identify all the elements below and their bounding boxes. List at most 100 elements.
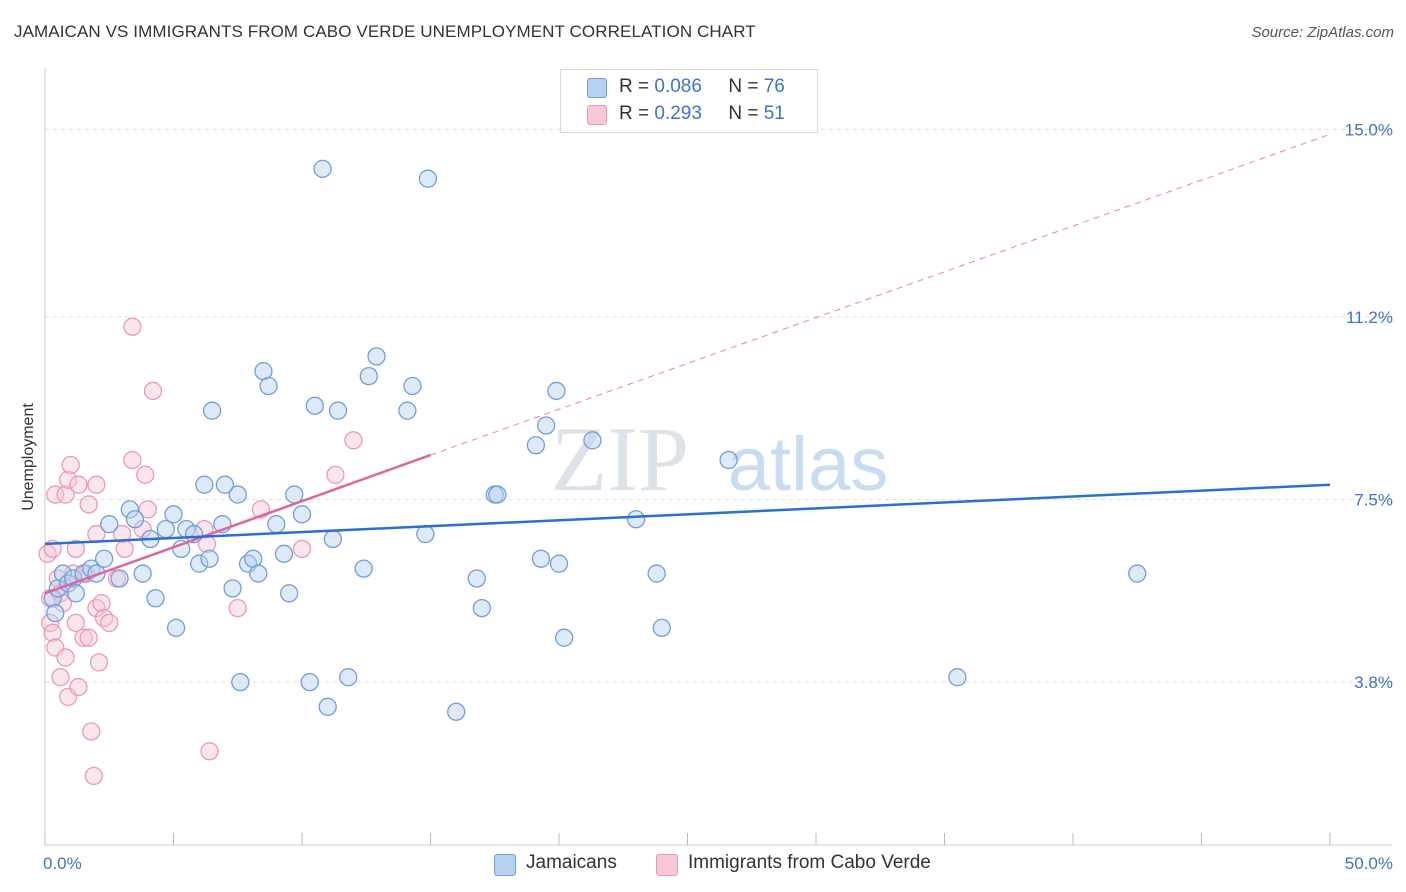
jamaican-point — [146, 589, 165, 608]
cabo-verde-point — [66, 539, 85, 559]
cabo-verde-point — [143, 381, 163, 401]
cabo-verde-trend-line — [44, 453, 431, 595]
cabo-verde-point — [51, 668, 70, 687]
cabo-verde-point — [82, 722, 101, 741]
source-credit: Source: ZipAtlas.com — [1251, 24, 1394, 41]
jamaican-point — [215, 475, 235, 494]
cabo-verde-point — [112, 524, 132, 544]
jamaican-point — [418, 169, 438, 188]
n-value: 51 — [763, 103, 785, 124]
jamaican-point — [231, 672, 250, 692]
cabo-verde-point — [123, 450, 142, 470]
jamaican-point — [948, 668, 967, 687]
cabo-verde-point — [133, 519, 152, 539]
jamaican-point — [274, 544, 294, 563]
n-label: N = — [728, 103, 759, 124]
cabo-verde-point — [69, 475, 88, 494]
jamaican-point — [166, 618, 186, 637]
jamaican-point — [190, 554, 209, 573]
cabo-verde-point — [61, 455, 80, 475]
y-tick-label: 3.8% — [1354, 673, 1393, 692]
jamaican-point — [267, 515, 286, 534]
cabo-verde-point — [89, 653, 109, 672]
watermark-atlas: atlas — [728, 422, 889, 507]
jamaican-point — [259, 376, 278, 396]
y-tick-label: 15.0% — [1345, 120, 1393, 139]
jamaican-point — [354, 559, 373, 578]
jamaicans-swatch — [587, 78, 607, 98]
jamaican-point — [110, 569, 129, 588]
jamaican-point — [120, 500, 139, 519]
cabo-verde-point — [136, 465, 155, 484]
cabo-verde-point — [79, 495, 98, 514]
jamaican-point — [202, 401, 222, 420]
jamaican-point — [125, 510, 145, 529]
jamaican-point — [172, 539, 191, 559]
n-value: 76 — [763, 76, 785, 97]
cabo-verde-point — [100, 613, 119, 633]
y-axis-title: Unemployment — [20, 403, 37, 511]
jamaican-point — [359, 366, 378, 386]
jamaican-point — [549, 554, 569, 573]
cabo-verde-point — [38, 544, 57, 563]
x-tick-label: 50.0% — [1345, 854, 1393, 873]
jamaican-point — [292, 505, 312, 524]
cabo-verde-swatch — [656, 854, 678, 876]
stats-legend: R = 0.086 N = 76 R = 0.293 N = 51 — [560, 69, 818, 133]
jamaican-point — [652, 618, 671, 637]
jamaican-point — [195, 475, 214, 494]
legend-label: Jamaicans — [526, 852, 617, 873]
jamaican-point — [472, 598, 492, 618]
jamaican-point — [223, 579, 242, 598]
jamaican-point — [94, 549, 114, 568]
cabo-verde-point — [66, 613, 85, 633]
cabo-verde-point — [292, 539, 312, 559]
cabo-verde-point — [87, 598, 106, 618]
jamaican-point — [647, 564, 666, 583]
cabo-verde-point — [84, 766, 103, 786]
jamaican-point — [554, 628, 574, 647]
jamaican-point — [488, 485, 507, 504]
jamaican-point — [133, 564, 152, 583]
jamaican-point — [467, 569, 486, 588]
cabo-verde-point — [46, 485, 65, 504]
jamaican-point — [583, 431, 602, 450]
cabo-verde-point — [200, 742, 219, 761]
jamaican-point — [323, 529, 342, 549]
jamaican-point — [279, 584, 299, 603]
r-value: 0.086 — [654, 76, 702, 97]
jamaican-point — [313, 159, 332, 178]
cabo-verde-point — [115, 539, 134, 559]
jamaican-point — [46, 603, 65, 623]
n-label: N = — [728, 76, 759, 97]
jamaican-point — [53, 564, 73, 583]
r-value: 0.293 — [654, 103, 702, 124]
cabo-verde-point — [74, 628, 93, 647]
x-tick-label: 0.0% — [43, 854, 82, 873]
jamaican-point — [531, 549, 551, 568]
watermark-zip: ZIP — [551, 408, 689, 510]
cabo-verde-point — [94, 608, 114, 628]
jamaican-point — [416, 524, 435, 544]
jamaican-point — [1128, 564, 1147, 583]
jamaican-point — [249, 564, 268, 583]
jamaican-point — [526, 436, 546, 455]
jamaican-point — [318, 697, 337, 716]
legend-label: Immigrants from Cabo Verde — [688, 852, 931, 873]
jamaican-point — [300, 672, 319, 692]
cabo-verde-point — [138, 500, 157, 519]
cabo-verde-point — [79, 628, 98, 647]
jamaican-point — [626, 510, 646, 529]
r-label: R = — [619, 103, 650, 124]
jamaican-point — [228, 485, 247, 504]
jamaican-point — [100, 515, 119, 534]
r-label: R = — [619, 76, 650, 97]
cabo-verde-swatch — [587, 105, 607, 125]
cabo-verde-point — [326, 465, 345, 484]
jamaican-point — [719, 450, 738, 470]
cabo-verde-point — [344, 431, 363, 450]
cabo-verde-point — [58, 470, 78, 489]
jamaican-point — [305, 396, 325, 415]
chart-title: JAMAICAN VS IMMIGRANTS FROM CABO VERDE U… — [14, 22, 756, 41]
